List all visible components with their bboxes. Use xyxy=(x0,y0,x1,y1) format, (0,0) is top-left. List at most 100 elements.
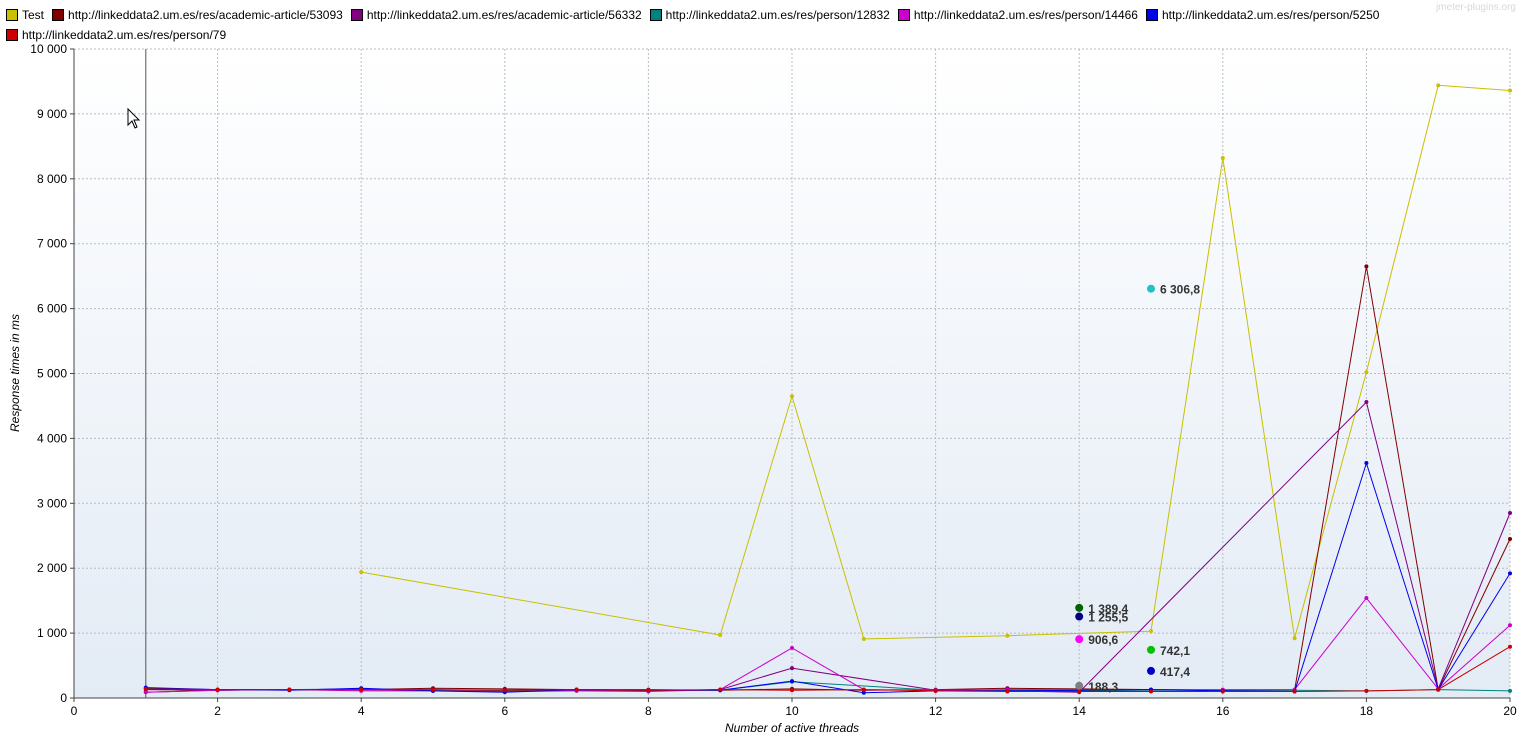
data-point xyxy=(287,687,292,692)
x-tick-label: 6 xyxy=(501,704,508,718)
series-lines xyxy=(143,83,1512,695)
data-point xyxy=(1005,633,1010,638)
data-point xyxy=(1149,689,1153,694)
axis-ticks: 0 2 4 6 8 10 12 14 16 18 20 0 1 000 2 000 3 000 4 000 5 … xyxy=(30,42,1517,718)
data-point xyxy=(1364,596,1369,601)
data-point xyxy=(1508,644,1512,649)
x-tick-label: 18 xyxy=(1360,704,1374,718)
legend-label: http://linkeddata2.um.es/res/person/5250 xyxy=(1161,8,1380,22)
legend-item: http://linkeddata2.um.es/res/person/79 xyxy=(6,26,226,44)
y-tick-label: 0 xyxy=(60,691,67,705)
x-tick-label: 4 xyxy=(358,704,365,718)
data-point xyxy=(1364,461,1369,466)
data-point xyxy=(1508,571,1512,576)
data-point xyxy=(790,679,794,684)
data-point xyxy=(574,687,579,692)
y-tick-label: 5 000 xyxy=(37,367,67,381)
grid xyxy=(74,48,1511,698)
annotation-label: 906,6 xyxy=(1088,633,1118,647)
annotation-label: 417,4 xyxy=(1160,665,1190,679)
legend-swatch xyxy=(1145,9,1158,21)
data-point xyxy=(861,636,866,641)
data-point xyxy=(359,570,364,575)
data-point xyxy=(1364,688,1369,693)
series-group xyxy=(143,644,1512,694)
x-tick-label: 12 xyxy=(929,704,943,718)
x-axis-title: Number of active threads xyxy=(725,721,859,735)
legend-label: http://linkeddata2.um.es/res/person/1283… xyxy=(665,8,890,22)
data-point xyxy=(1508,623,1512,628)
y-tick-label: 3 000 xyxy=(37,496,67,510)
chart-legend: Test http://linkeddata2.um.es/res/academi… xyxy=(6,6,1426,46)
data-point xyxy=(1149,629,1153,634)
data-point xyxy=(502,688,507,693)
y-tick-label: 9 000 xyxy=(37,107,67,121)
legend-item: http://linkeddata2.um.es/res/person/5250 xyxy=(1145,6,1380,24)
legend-label: http://linkeddata2.um.es/res/person/1446… xyxy=(913,8,1138,22)
data-point xyxy=(1292,636,1297,641)
data-point xyxy=(861,690,866,695)
x-tick-label: 2 xyxy=(214,704,221,718)
data-point xyxy=(718,633,723,638)
legend-swatch xyxy=(6,29,18,41)
y-tick-label: 2 000 xyxy=(37,561,67,575)
annotation-label: 1 389,4 xyxy=(1088,602,1128,616)
legend-item: Test xyxy=(6,6,44,24)
y-tick-label: 4 000 xyxy=(37,431,67,445)
data-point xyxy=(718,687,723,692)
data-point xyxy=(933,688,938,693)
data-point xyxy=(1220,689,1225,694)
annotation-label: 1 255,5 xyxy=(1088,611,1128,625)
y-tick-label: 7 000 xyxy=(37,237,67,251)
x-tick-label: 14 xyxy=(1073,704,1087,718)
mouse-pointer-icon xyxy=(127,107,141,129)
legend-swatch xyxy=(649,9,662,21)
data-point xyxy=(790,394,794,399)
value-annotations: 6 306,8 1 389,41 255,5 906,6 742,1 417,4 188,… xyxy=(1075,283,1200,694)
data-point xyxy=(1364,370,1369,375)
annotation-label: 188,3 xyxy=(1088,680,1118,694)
annotation-dot xyxy=(1147,284,1155,293)
annotation-label: 742,1 xyxy=(1160,644,1190,658)
x-tick-label: 10 xyxy=(785,704,799,718)
annotation-dot xyxy=(1147,666,1155,675)
data-point xyxy=(359,687,364,692)
data-point xyxy=(1436,687,1441,692)
data-point xyxy=(431,687,435,692)
data-point xyxy=(1220,156,1225,161)
annotation-dot xyxy=(1147,645,1155,654)
data-point xyxy=(143,686,148,691)
x-tick-label: 16 xyxy=(1216,704,1230,718)
annotation-dot xyxy=(1075,635,1084,644)
data-point xyxy=(790,646,794,651)
data-point xyxy=(215,687,220,692)
legend-item: http://linkeddata2.um.es/res/person/1446… xyxy=(897,6,1138,24)
legend-label: Test xyxy=(22,8,45,22)
y-tick-label: 6 000 xyxy=(37,302,67,316)
data-point xyxy=(1508,536,1512,541)
x-tick-label: 20 xyxy=(1503,704,1517,718)
legend-label: http://linkeddata2.um.es/res/academic-ar… xyxy=(366,8,642,22)
series-group xyxy=(359,83,1512,641)
legend-swatch xyxy=(6,9,18,21)
legend-item: http://linkeddata2.um.es/res/person/1283… xyxy=(649,6,890,24)
data-point xyxy=(1005,689,1010,694)
annotation-dot xyxy=(1075,603,1084,612)
y-tick-label: 10 000 xyxy=(30,42,67,56)
annotation-dot xyxy=(1075,612,1084,621)
data-point xyxy=(1077,689,1082,694)
y-axis-title: Response times in ms xyxy=(8,314,22,432)
legend-item: http://linkeddata2.um.es/res/academic-ar… xyxy=(350,6,642,24)
legend-swatch xyxy=(350,9,363,21)
data-point xyxy=(790,666,794,671)
x-tick-label: 8 xyxy=(645,704,652,718)
data-point xyxy=(1508,511,1512,516)
legend-item: http://linkeddata2.um.es/res/academic-ar… xyxy=(52,6,343,24)
x-tick-label: 0 xyxy=(71,704,78,718)
data-point xyxy=(1508,88,1512,93)
legend-label: http://linkeddata2.um.es/res/person/79 xyxy=(22,28,227,42)
data-point xyxy=(1364,400,1369,405)
series-line xyxy=(145,646,1511,692)
y-tick-label: 8 000 xyxy=(37,172,67,186)
